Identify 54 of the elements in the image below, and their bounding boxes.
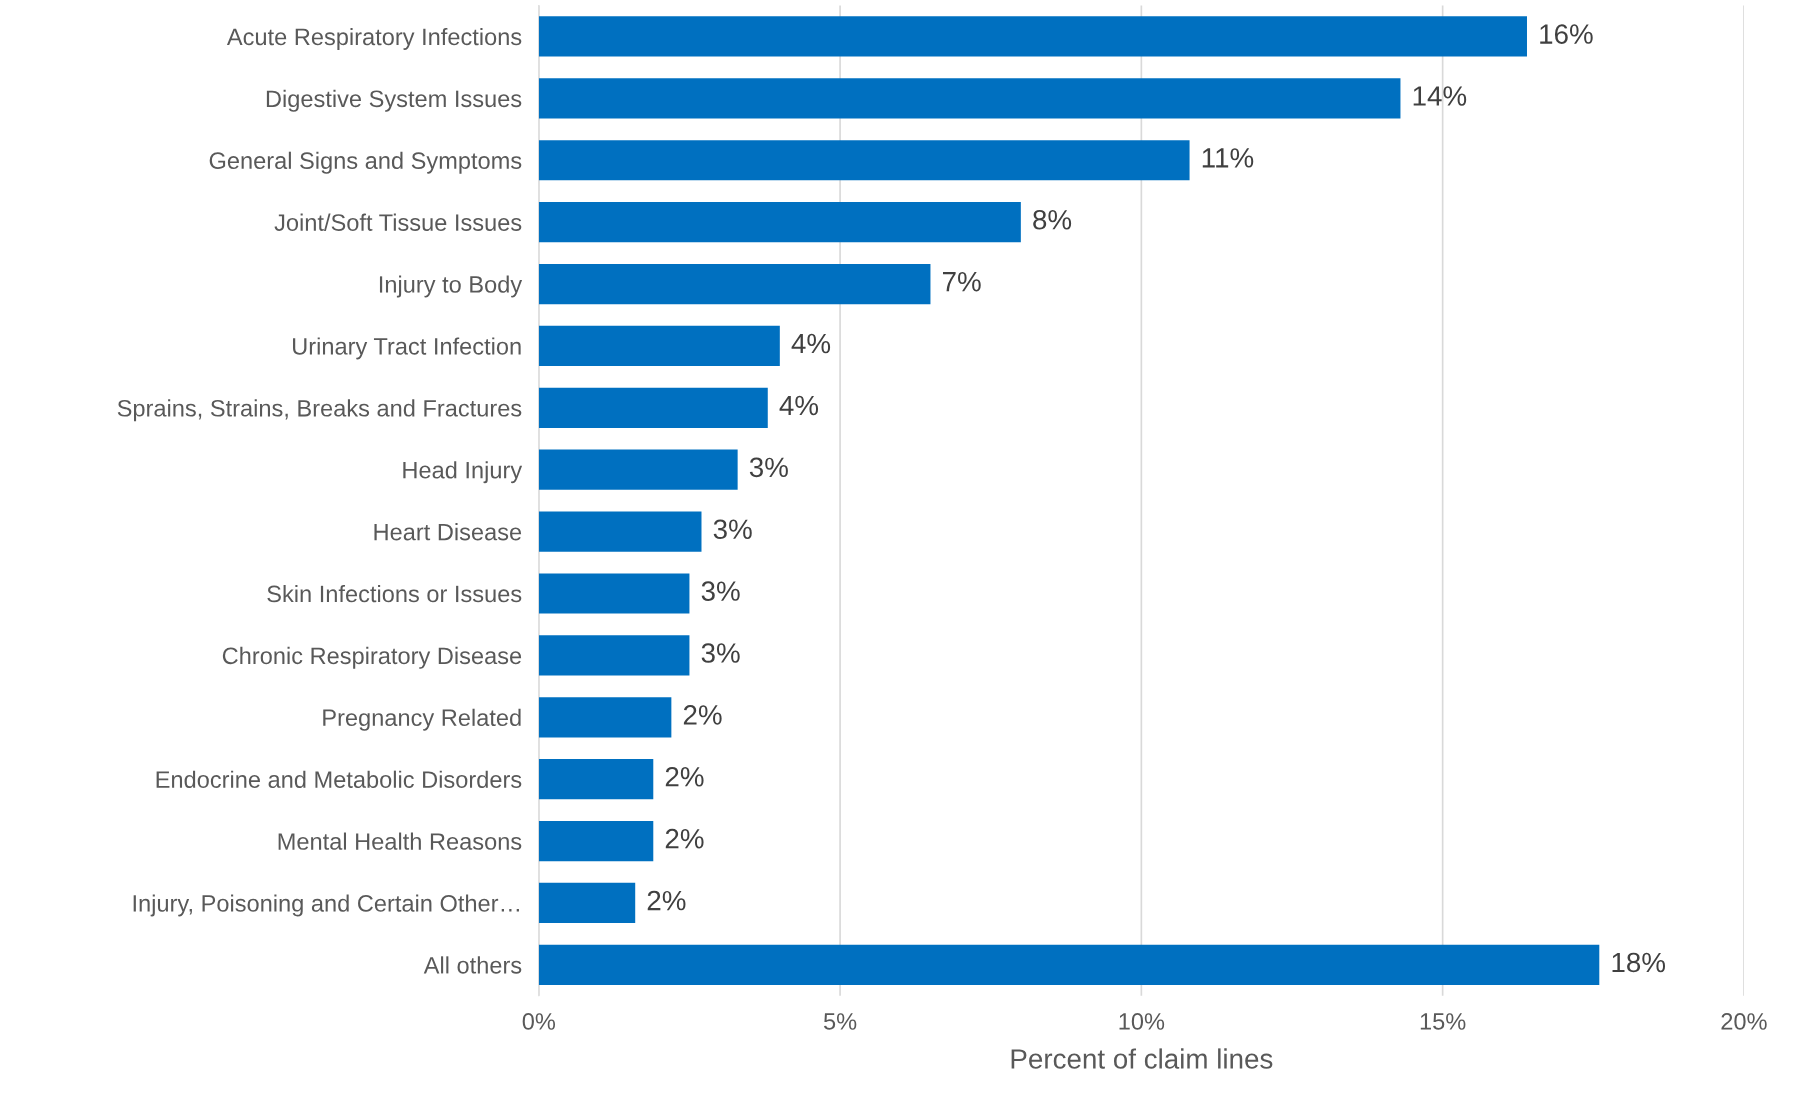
data-label: 8% [1033, 209, 1072, 230]
bar [538, 573, 690, 614]
bar [538, 697, 672, 738]
data-label: 7% [943, 271, 981, 292]
y-tick-label: Head Injury [403, 461, 523, 484]
bar [538, 635, 690, 676]
data-label: 3% [713, 519, 752, 540]
data-label: 16% [1540, 24, 1593, 44]
bar [538, 263, 931, 305]
y-tick-label: Pregnancy Related [323, 708, 521, 731]
y-tick-label: Joint/Soft Tissue Issues [274, 213, 522, 231]
data-label: 3% [701, 581, 740, 601]
y-tick-label: Sprains, Strains, Breaks and Fractures [117, 399, 522, 422]
y-tick-label: Mental Health Reasons [278, 832, 522, 850]
data-label: 4% [791, 333, 831, 354]
bar [538, 78, 1401, 119]
bar [538, 511, 702, 552]
bar [538, 759, 654, 800]
x-tick-label: 5% [823, 1013, 857, 1030]
x-axis-title: Percent of claim lines [1011, 1048, 1273, 1069]
bar [538, 449, 738, 490]
data-label: 2% [665, 766, 704, 787]
bar [538, 820, 654, 862]
y-tick-label: Chronic Respiratory Disease [222, 646, 522, 669]
data-label: 14% [1413, 86, 1467, 106]
y-tick-label: Acute Respiratory Infections [226, 27, 522, 50]
bar [538, 325, 780, 367]
data-label: 2% [647, 890, 686, 911]
data-label: 3% [749, 457, 788, 478]
data-label: 2% [665, 828, 704, 849]
data-label: 3% [701, 643, 740, 663]
bar [538, 944, 1600, 985]
bar [538, 140, 1190, 181]
y-tick-label: Skin Infections or Issues [267, 584, 522, 603]
y-tick-label: General Signs and Symptoms [209, 151, 522, 174]
x-tick-label: 0% [522, 1013, 556, 1030]
data-label: 11% [1202, 148, 1254, 168]
bar [538, 202, 1021, 243]
data-label: 18% [1612, 952, 1666, 973]
y-tick-label: Endocrine and Metabolic Disorders [156, 770, 522, 788]
x-tick-label: 15% [1420, 1013, 1466, 1030]
y-tick-label: All others [423, 956, 522, 974]
data-label: 4% [779, 395, 819, 416]
bar [538, 16, 1527, 57]
y-tick-label: Digestive System Issues [266, 89, 522, 112]
bar [538, 882, 636, 924]
bar [538, 387, 768, 428]
x-tick-label: 10% [1119, 1013, 1165, 1030]
y-tick-label: Injury, Poisoning and Certain Other… [133, 894, 519, 917]
y-tick-label: Heart Disease [374, 523, 522, 541]
x-tick-label: 20% [1721, 1013, 1767, 1030]
y-tick-label: Urinary Tract Infection [293, 337, 521, 360]
y-tick-label: Injury to Body [379, 275, 523, 298]
data-label: 2% [683, 705, 722, 725]
